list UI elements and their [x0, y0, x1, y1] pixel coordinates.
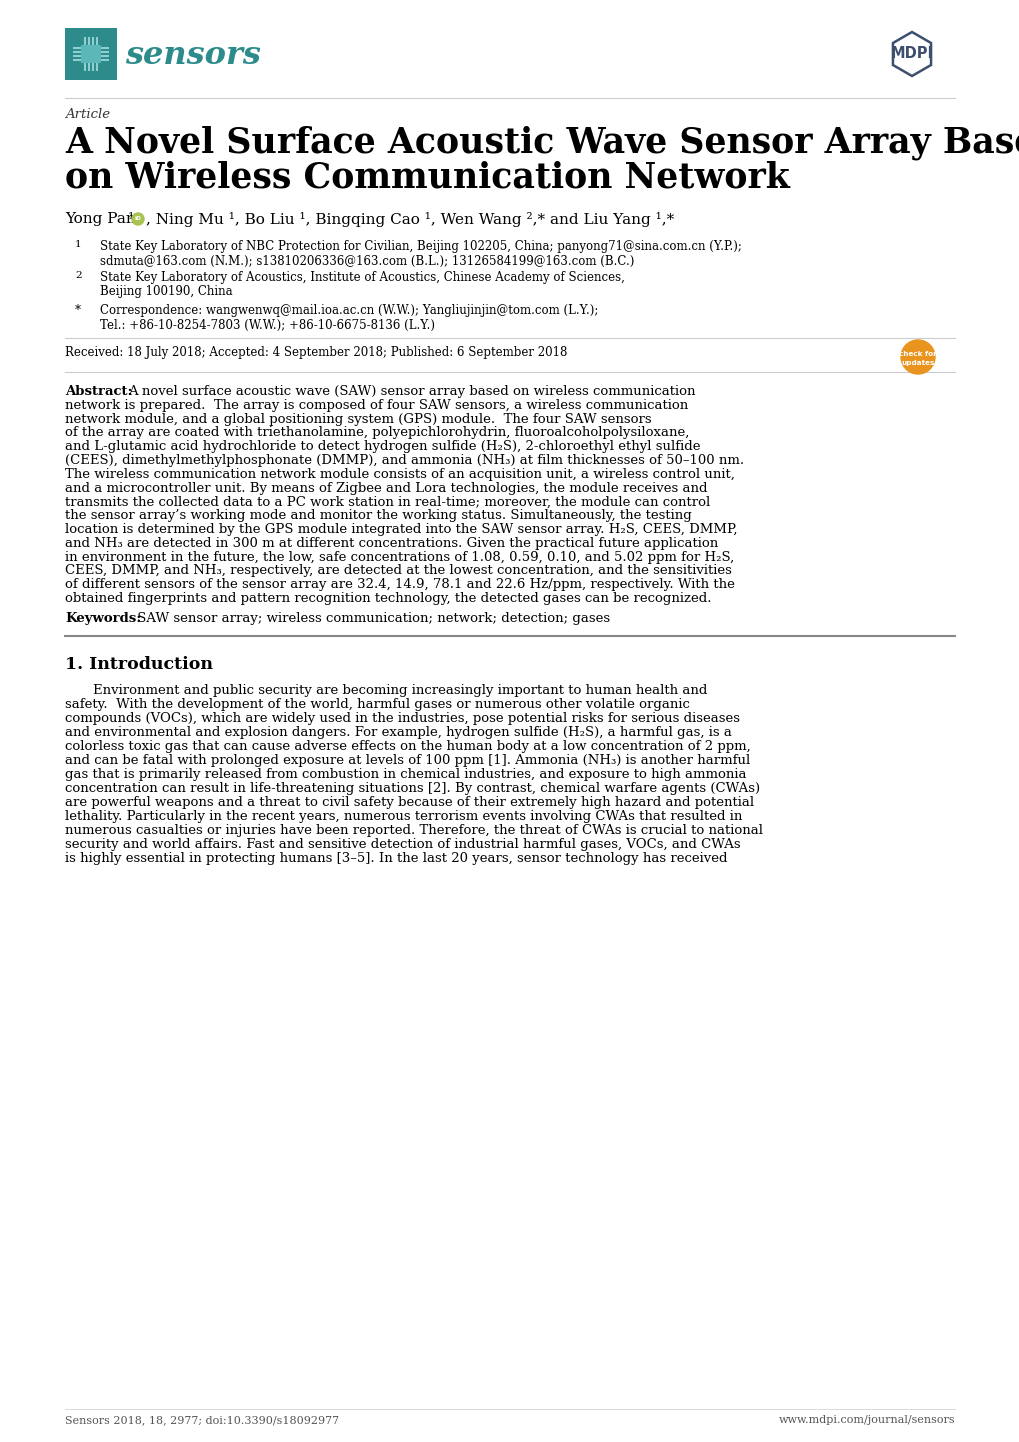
FancyBboxPatch shape — [65, 27, 117, 79]
Text: The wireless communication network module consists of an acquisition unit, a wir: The wireless communication network modul… — [65, 467, 734, 480]
Text: State Key Laboratory of Acoustics, Institute of Acoustics, Chinese Academy of Sc: State Key Laboratory of Acoustics, Insti… — [100, 271, 625, 284]
Text: check for: check for — [898, 350, 936, 358]
Text: sdmuta@163.com (N.M.); s13810206336@163.com (B.L.); 13126584199@163.com (B.C.): sdmuta@163.com (N.M.); s13810206336@163.… — [100, 254, 634, 268]
Text: iD: iD — [135, 216, 142, 222]
Text: and a microcontroller unit. By means of Zigbee and Lora technologies, the module: and a microcontroller unit. By means of … — [65, 482, 707, 495]
Text: Tel.: +86-10-8254-7803 (W.W.); +86-10-6675-8136 (L.Y.): Tel.: +86-10-8254-7803 (W.W.); +86-10-66… — [100, 319, 434, 332]
Text: 1. Introduction: 1. Introduction — [65, 656, 213, 673]
Text: of the array are coated with triethanolamine, polyepichlorohydrin, fluoroalcohol: of the array are coated with triethanola… — [65, 427, 689, 440]
Circle shape — [131, 213, 144, 225]
Text: Environment and public security are becoming increasingly important to human hea: Environment and public security are beco… — [93, 684, 707, 696]
Text: A Novel Surface Acoustic Wave Sensor Array Based: A Novel Surface Acoustic Wave Sensor Arr… — [65, 125, 1019, 160]
Text: network is prepared.  The array is composed of four SAW sensors, a wireless comm: network is prepared. The array is compos… — [65, 399, 688, 412]
Text: compounds (VOCs), which are widely used in the industries, pose potential risks : compounds (VOCs), which are widely used … — [65, 712, 739, 725]
Text: transmits the collected data to a PC work station in real-time; moreover, the mo: transmits the collected data to a PC wor… — [65, 496, 709, 509]
Text: concentration can result in life-threatening situations [2]. By contrast, chemic: concentration can result in life-threate… — [65, 782, 759, 795]
Text: and L-glutamic acid hydrochloride to detect hydrogen sulfide (H₂S), 2-chloroethy: and L-glutamic acid hydrochloride to det… — [65, 440, 700, 453]
Text: numerous casualties or injuries have been reported. Therefore, the threat of CWA: numerous casualties or injuries have bee… — [65, 823, 762, 836]
Text: security and world affairs. Fast and sensitive detection of industrial harmful g: security and world affairs. Fast and sen… — [65, 838, 740, 851]
Text: *: * — [75, 304, 81, 317]
Text: of different sensors of the sensor array are 32.4, 14.9, 78.1 and 22.6 Hz/ppm, r: of different sensors of the sensor array… — [65, 578, 734, 591]
Text: Abstract:: Abstract: — [65, 385, 132, 398]
Text: colorless toxic gas that can cause adverse effects on the human body at a low co: colorless toxic gas that can cause adver… — [65, 740, 750, 753]
Text: Sensors 2018, 18, 2977; doi:10.3390/s18092977: Sensors 2018, 18, 2977; doi:10.3390/s180… — [65, 1415, 338, 1425]
Text: is highly essential in protecting humans [3–5]. In the last 20 years, sensor tec: is highly essential in protecting humans… — [65, 852, 727, 865]
Text: A novel surface acoustic wave (SAW) sensor array based on wireless communication: A novel surface acoustic wave (SAW) sens… — [127, 385, 695, 398]
Text: gas that is primarily released from combustion in chemical industries, and expos: gas that is primarily released from comb… — [65, 767, 746, 780]
Text: MDPI: MDPI — [890, 46, 932, 62]
Text: Article: Article — [65, 108, 110, 121]
Text: and NH₃ are detected in 300 m at different concentrations. Given the practical f: and NH₃ are detected in 300 m at differe… — [65, 536, 717, 549]
Text: network module, and a global positioning system (GPS) module.  The four SAW sens: network module, and a global positioning… — [65, 412, 651, 425]
Text: obtained fingerprints and pattern recognition technology, the detected gases can: obtained fingerprints and pattern recogn… — [65, 593, 711, 606]
Text: updates: updates — [901, 360, 933, 366]
Text: sensors: sensors — [125, 39, 261, 71]
Text: Keywords:: Keywords: — [65, 611, 141, 624]
Text: , Ning Mu ¹, Bo Liu ¹, Bingqing Cao ¹, Wen Wang ²,* and Liu Yang ¹,*: , Ning Mu ¹, Bo Liu ¹, Bingqing Cao ¹, W… — [146, 212, 674, 226]
Text: (CEES), dimethylmethylphosphonate (DMMP), and ammonia (NH₃) at film thicknesses : (CEES), dimethylmethylphosphonate (DMMP)… — [65, 454, 744, 467]
Text: CEES, DMMP, and NH₃, respectively, are detected at the lowest concentration, and: CEES, DMMP, and NH₃, respectively, are d… — [65, 564, 732, 577]
Text: the sensor array’s working mode and monitor the working status. Simultaneously, : the sensor array’s working mode and moni… — [65, 509, 691, 522]
Text: SAW sensor array; wireless communication; network; detection; gases: SAW sensor array; wireless communication… — [132, 611, 609, 624]
Text: Beijing 100190, China: Beijing 100190, China — [100, 286, 232, 298]
Text: lethality. Particularly in the recent years, numerous terrorism events involving: lethality. Particularly in the recent ye… — [65, 810, 742, 823]
Text: and can be fatal with prolonged exposure at levels of 100 ppm [1]. Ammonia (NH₃): and can be fatal with prolonged exposure… — [65, 754, 750, 767]
Text: Correspondence: wangwenwq@mail.ioa.ac.cn (W.W.); Yangliujinjin@tom.com (L.Y.);: Correspondence: wangwenwq@mail.ioa.ac.cn… — [100, 304, 598, 317]
Text: 1: 1 — [75, 239, 82, 249]
Text: and environmental and explosion dangers. For example, hydrogen sulfide (H₂S), a : and environmental and explosion dangers.… — [65, 725, 732, 738]
Text: safety.  With the development of the world, harmful gases or numerous other vola: safety. With the development of the worl… — [65, 698, 689, 711]
Text: www.mdpi.com/journal/sensors: www.mdpi.com/journal/sensors — [777, 1415, 954, 1425]
Text: 1: 1 — [127, 212, 135, 221]
Text: State Key Laboratory of NBC Protection for Civilian, Beijing 102205, China; pany: State Key Laboratory of NBC Protection f… — [100, 239, 741, 252]
Text: 2: 2 — [75, 271, 82, 280]
Text: Yong Pan: Yong Pan — [65, 212, 136, 226]
FancyBboxPatch shape — [81, 45, 101, 63]
Text: location is determined by the GPS module integrated into the SAW sensor array. H: location is determined by the GPS module… — [65, 523, 737, 536]
Text: in environment in the future, the low, safe concentrations of 1.08, 0.59, 0.10, : in environment in the future, the low, s… — [65, 551, 734, 564]
Circle shape — [900, 340, 934, 373]
Text: are powerful weapons and a threat to civil safety because of their extremely hig: are powerful weapons and a threat to civ… — [65, 796, 753, 809]
Text: Received: 18 July 2018; Accepted: 4 September 2018; Published: 6 September 2018: Received: 18 July 2018; Accepted: 4 Sept… — [65, 346, 567, 359]
Text: on Wireless Communication Network: on Wireless Communication Network — [65, 162, 789, 195]
